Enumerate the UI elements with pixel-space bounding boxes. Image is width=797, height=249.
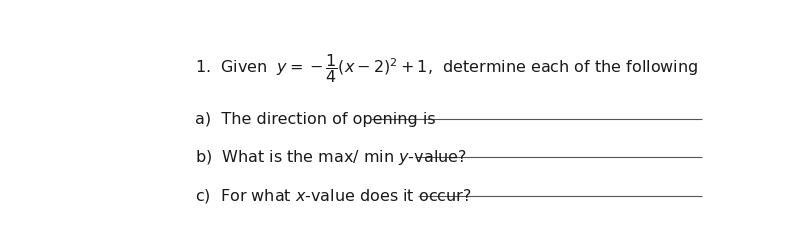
Text: 1.  Given  $y = -\dfrac{1}{4}(x-2)^2+1$,  determine each of the following: 1. Given $y = -\dfrac{1}{4}(x-2)^2+1$, d…	[195, 52, 699, 85]
Text: c)  For what $x$-value does it occur?: c) For what $x$-value does it occur?	[195, 187, 472, 205]
Text: b)  What is the max/ min $y$-value?: b) What is the max/ min $y$-value?	[195, 148, 467, 167]
Text: a)  The direction of opening is: a) The direction of opening is	[195, 112, 436, 126]
